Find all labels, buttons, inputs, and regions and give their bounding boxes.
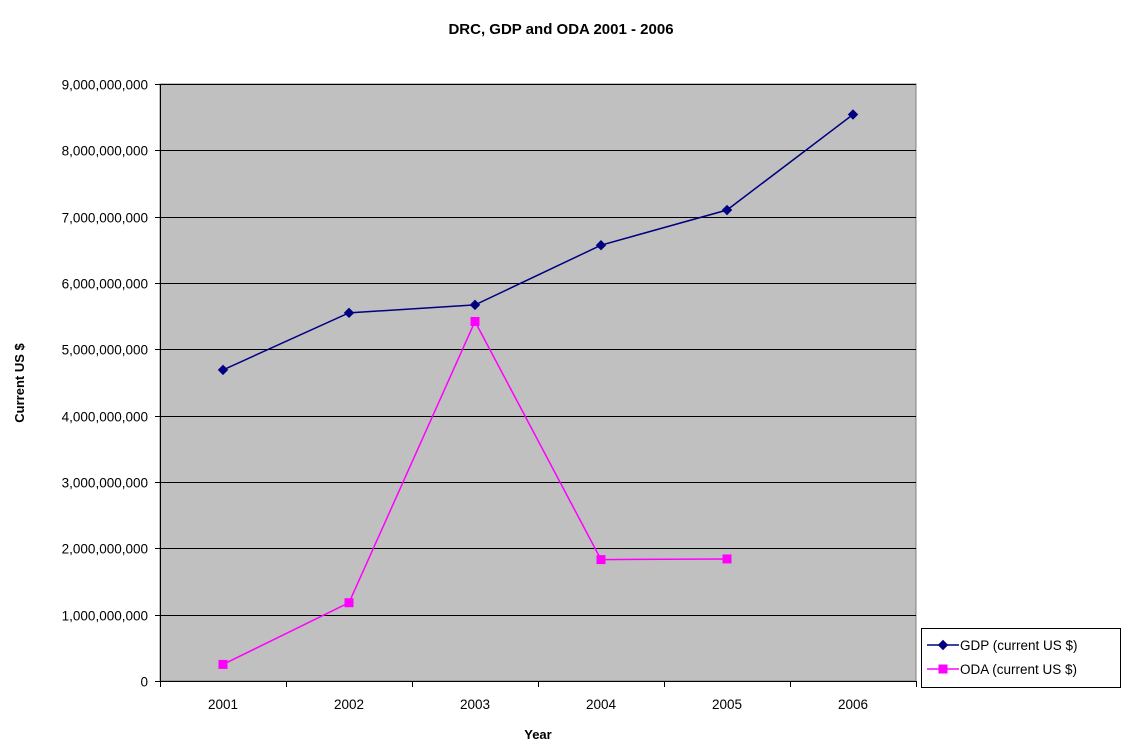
data-point: [721, 204, 733, 216]
y-tick-label: 9,000,000,000: [62, 78, 148, 93]
data-point: [847, 109, 859, 120]
y-axis-title: Current US $: [12, 343, 27, 423]
data-point: [218, 659, 228, 669]
y-tick-label: 5,000,000,000: [62, 343, 148, 358]
y-tick-label: 1,000,000,000: [62, 609, 148, 624]
data-point: [722, 554, 732, 564]
data-point: [343, 307, 355, 319]
data-point: [469, 299, 481, 311]
x-tick-label: 2003: [460, 697, 490, 712]
chart-title: DRC, GDP and ODA 2001 - 2006: [448, 21, 673, 38]
y-axis-ticks: 0 1,000,000,000 2,000,000,000 3,000,000,000…: [62, 78, 160, 690]
legend-item: ODA (current US $): [927, 662, 1077, 677]
data-point: [217, 364, 229, 376]
legend-item: GDP (current US $): [927, 638, 1078, 653]
y-tick-label: 2,000,000,000: [62, 542, 148, 557]
y-tick-label: 3,000,000,000: [62, 476, 148, 491]
data-point: [470, 316, 480, 326]
grid-lines: [160, 84, 916, 616]
x-axis-ticks: 2001 2002 2003 2004 2005 2006: [160, 681, 917, 712]
legend-marker: [937, 639, 949, 651]
x-axis-title: Year: [524, 727, 551, 742]
series-gdp: [217, 109, 859, 376]
series-oda: [218, 316, 732, 669]
x-tick-label: 2004: [586, 697, 617, 712]
data-point: [596, 555, 606, 565]
legend-label: GDP (current US $): [960, 638, 1078, 653]
legend: GDP (current US $) ODA (current US $): [921, 628, 1121, 688]
series-layer: [217, 109, 859, 669]
legend-marker: [938, 664, 948, 674]
series-line: [222, 113, 854, 371]
data-point: [595, 239, 607, 251]
x-tick-label: 2002: [334, 697, 364, 712]
x-tick-label: 2005: [712, 697, 742, 712]
y-tick-label: 6,000,000,000: [62, 277, 148, 292]
legend-label: ODA (current US $): [960, 662, 1077, 677]
y-tick-label: 4,000,000,000: [62, 410, 148, 425]
y-tick-label: 0: [140, 675, 148, 690]
legend-box: [921, 628, 1121, 688]
x-tick-label: 2001: [208, 697, 238, 712]
plot-area: [159, 83, 917, 682]
y-tick-label: 8,000,000,000: [62, 144, 148, 159]
x-tick-label: 2006: [838, 697, 868, 712]
data-point: [344, 598, 354, 608]
y-tick-label: 7,000,000,000: [62, 211, 148, 226]
